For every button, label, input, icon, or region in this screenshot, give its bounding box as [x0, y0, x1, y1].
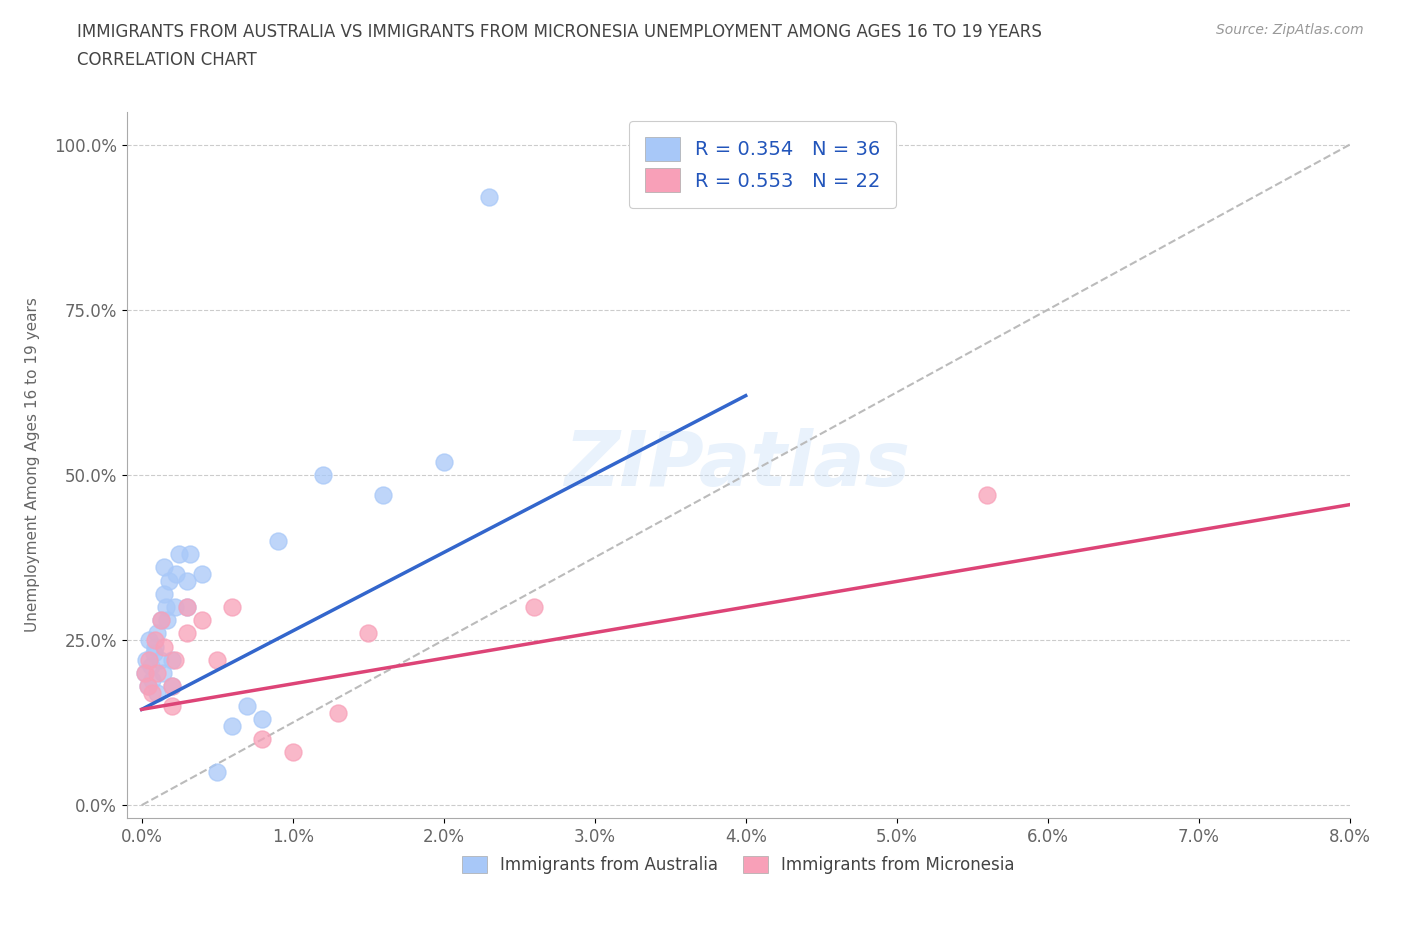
Point — [138, 653, 160, 668]
Point — [150, 613, 173, 628]
Point — [252, 732, 274, 747]
Point — [141, 672, 163, 687]
Point — [221, 600, 243, 615]
Text: CORRELATION CHART: CORRELATION CHART — [77, 51, 257, 69]
Point — [153, 639, 176, 654]
Point — [163, 653, 186, 668]
Point — [433, 454, 456, 469]
Point — [205, 764, 228, 779]
Point — [312, 468, 335, 483]
Point — [139, 659, 162, 674]
Point — [165, 566, 187, 581]
Point — [134, 666, 156, 681]
Point — [138, 632, 160, 647]
Point — [156, 613, 179, 628]
Point — [135, 653, 157, 668]
Point — [326, 705, 349, 720]
Point — [976, 487, 998, 502]
Point — [373, 487, 395, 502]
Point — [160, 698, 183, 713]
Point — [266, 534, 288, 549]
Text: IMMIGRANTS FROM AUSTRALIA VS IMMIGRANTS FROM MICRONESIA UNEMPLOYMENT AMONG AGES : IMMIGRANTS FROM AUSTRALIA VS IMMIGRANTS … — [77, 23, 1042, 41]
Point — [205, 653, 228, 668]
Point — [221, 719, 243, 734]
Y-axis label: Unemployment Among Ages 16 to 19 years: Unemployment Among Ages 16 to 19 years — [25, 298, 39, 632]
Point — [160, 653, 183, 668]
Point — [149, 653, 172, 668]
Point — [142, 645, 165, 660]
Point — [145, 666, 167, 681]
Point — [155, 600, 177, 615]
Point — [163, 600, 186, 615]
Point — [152, 666, 174, 681]
Text: Source: ZipAtlas.com: Source: ZipAtlas.com — [1216, 23, 1364, 37]
Point — [252, 711, 274, 726]
Point — [179, 547, 201, 562]
Point — [176, 600, 198, 615]
Legend: Immigrants from Australia, Immigrants from Micronesia: Immigrants from Australia, Immigrants fr… — [456, 849, 1021, 881]
Text: ZIPatlas: ZIPatlas — [565, 428, 911, 502]
Point — [169, 547, 191, 562]
Point — [357, 626, 380, 641]
Point — [176, 600, 198, 615]
Point — [143, 632, 166, 647]
Point — [160, 679, 183, 694]
Point — [160, 679, 183, 694]
Point — [145, 626, 167, 641]
Point — [157, 573, 180, 588]
Point — [176, 626, 198, 641]
Point — [478, 190, 501, 205]
Point — [176, 573, 198, 588]
Point — [281, 745, 304, 760]
Point — [191, 566, 214, 581]
Point — [153, 560, 176, 575]
Point — [523, 600, 546, 615]
Point — [145, 685, 167, 700]
Point — [191, 613, 214, 628]
Point — [141, 685, 163, 700]
Point — [236, 698, 259, 713]
Point — [143, 639, 166, 654]
Point — [136, 679, 159, 694]
Point — [134, 666, 156, 681]
Point — [136, 679, 159, 694]
Point — [153, 587, 176, 602]
Point — [150, 613, 173, 628]
